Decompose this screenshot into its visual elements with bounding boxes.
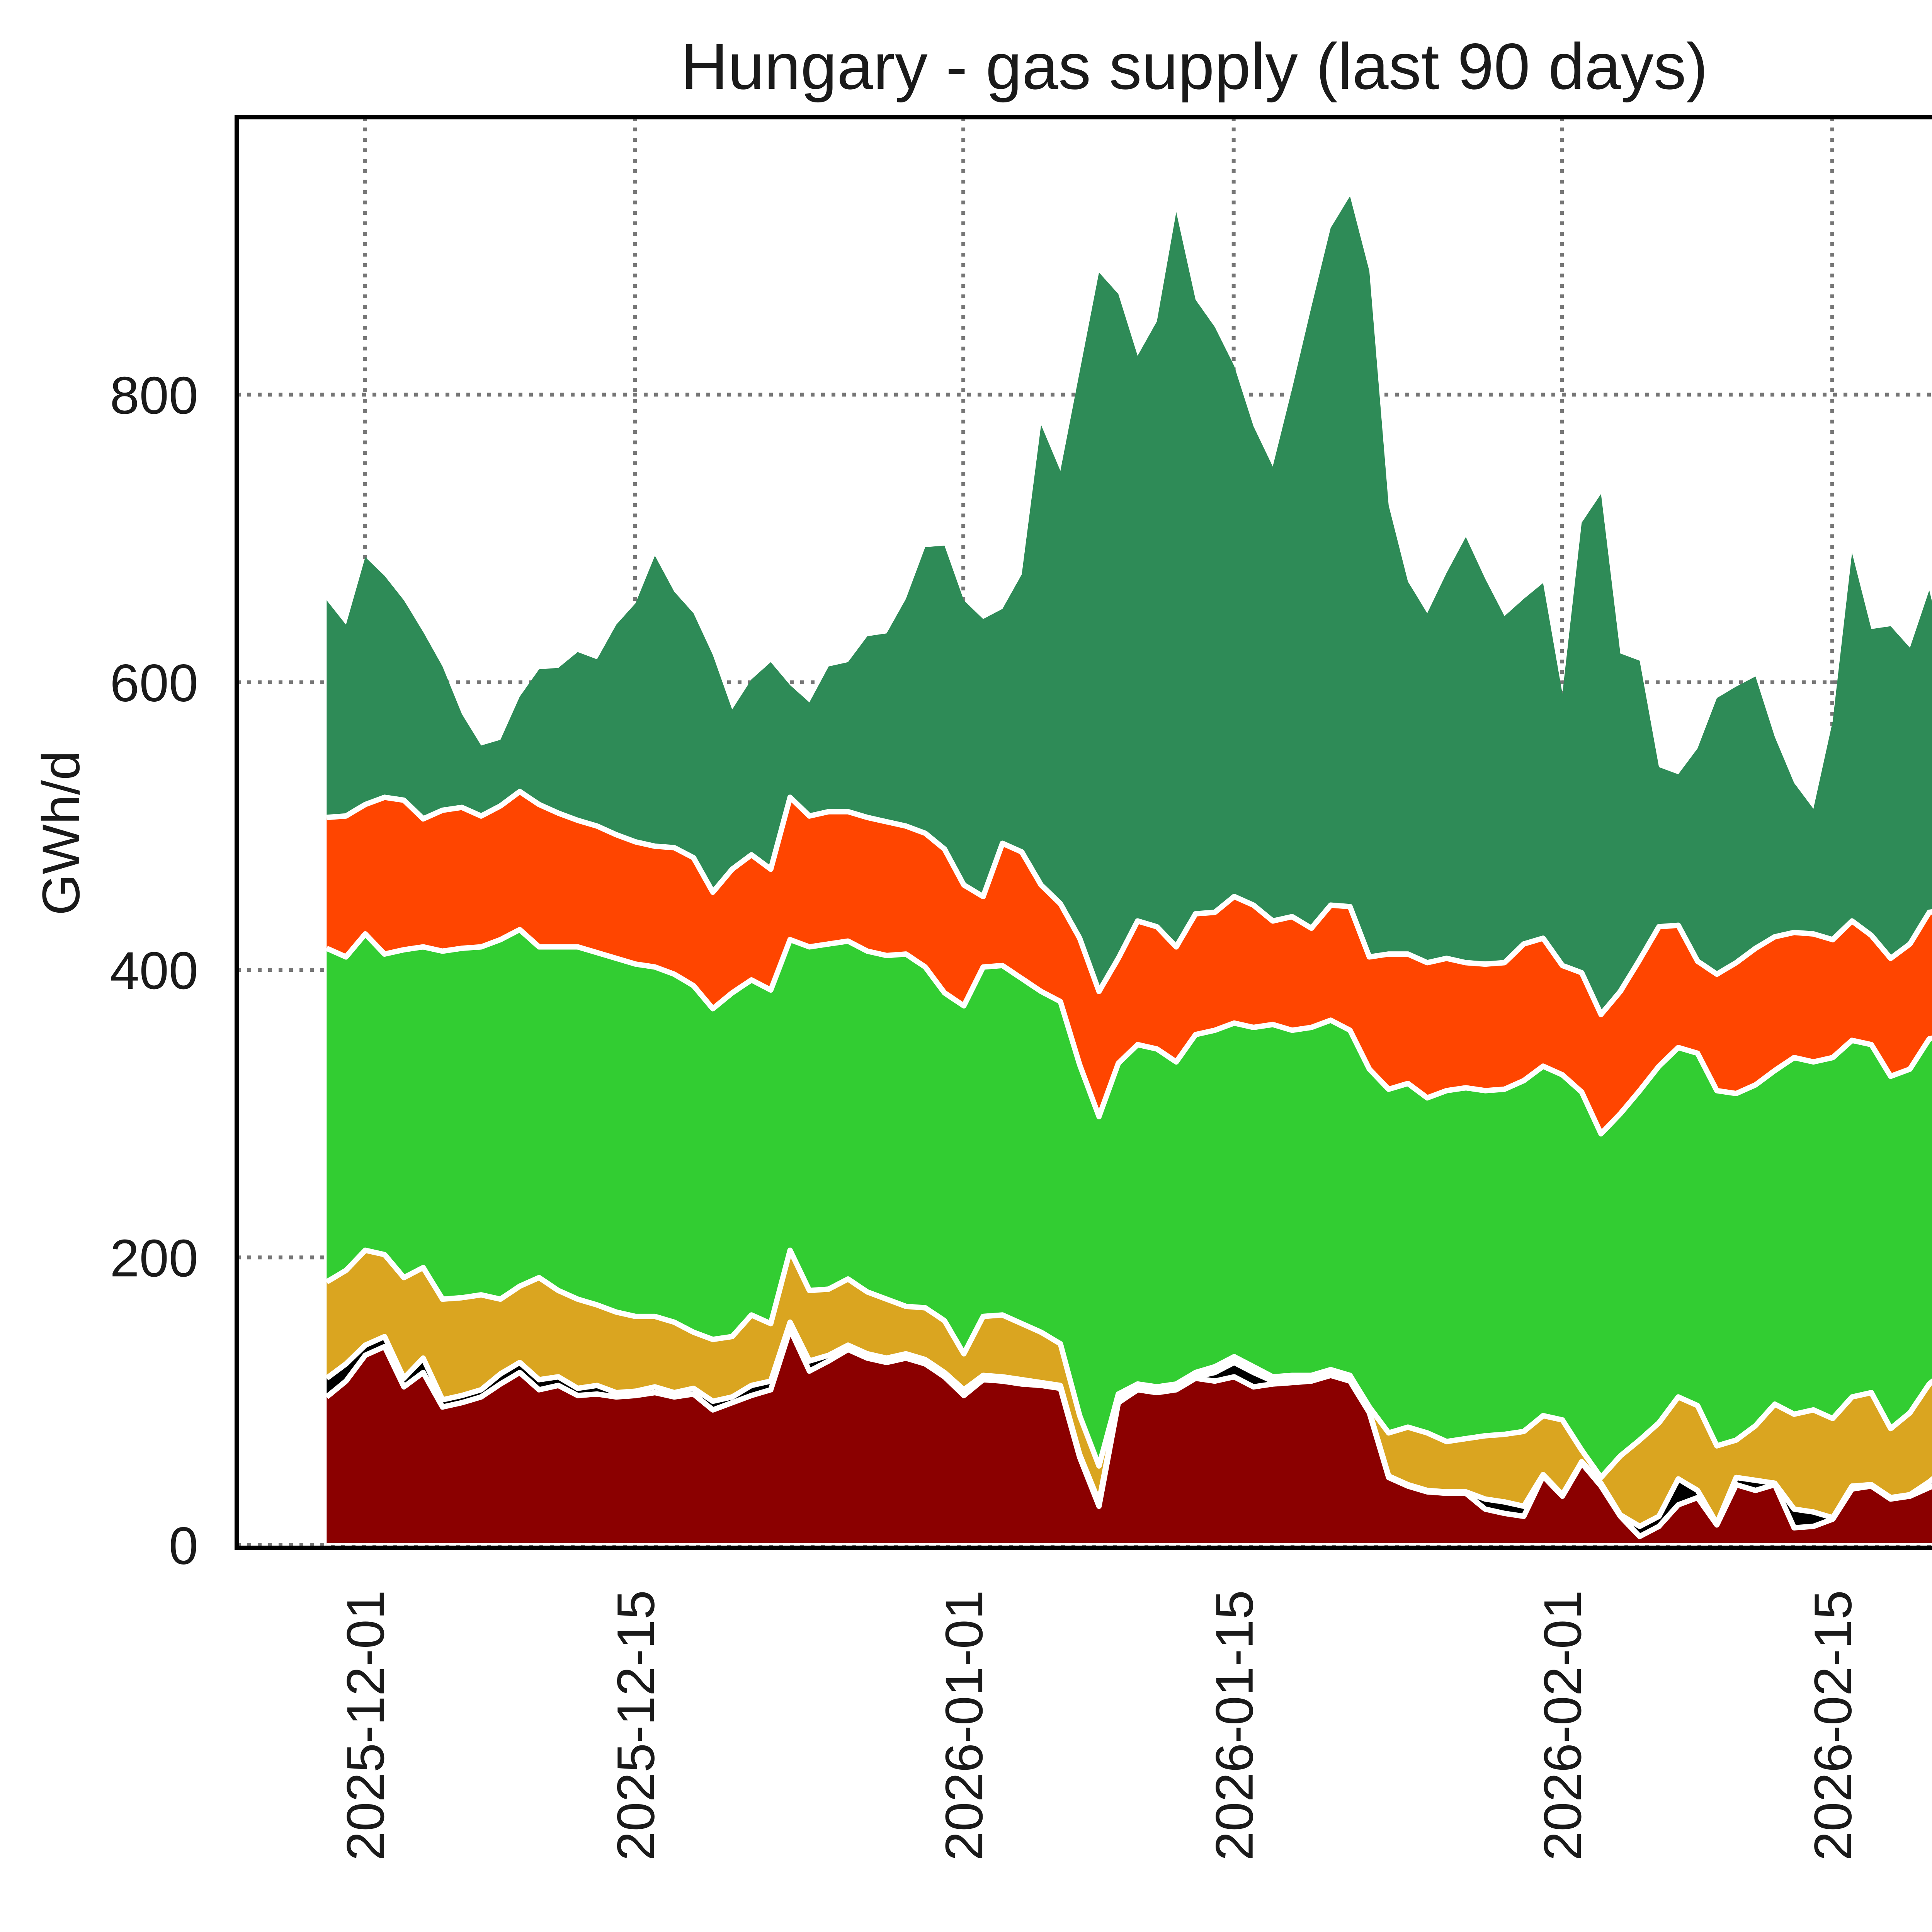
svg-text:GWh/d: GWh/d [32,751,91,915]
svg-text:2026-01-15: 2026-01-15 [1205,1590,1264,1861]
svg-text:800: 800 [110,366,198,425]
svg-text:2026-02-15: 2026-02-15 [1804,1590,1863,1861]
svg-text:400: 400 [110,941,198,1000]
svg-text:Hungary - gas supply (last 90: Hungary - gas supply (last 90 days) [681,30,1708,103]
svg-text:2026-01-01: 2026-01-01 [935,1590,994,1861]
svg-text:200: 200 [110,1229,198,1288]
svg-text:2025-12-01: 2025-12-01 [336,1590,395,1861]
svg-text:2026-02-01: 2026-02-01 [1533,1590,1592,1861]
svg-text:0: 0 [169,1517,198,1576]
svg-text:600: 600 [110,654,198,713]
svg-text:2025-12-15: 2025-12-15 [607,1590,666,1861]
